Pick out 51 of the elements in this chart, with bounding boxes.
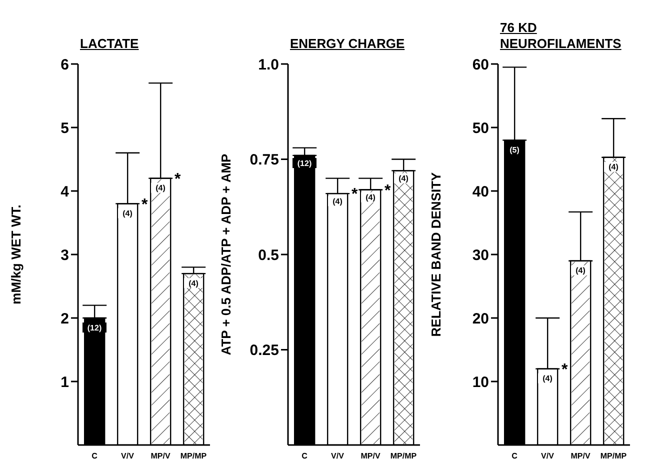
annotation: * bbox=[384, 182, 392, 200]
annotation: (4) bbox=[576, 266, 586, 276]
y-tick-label: 1.0 bbox=[258, 56, 279, 74]
y-tick-label: 0.25 bbox=[250, 342, 279, 360]
x-tick-label: C bbox=[512, 452, 518, 461]
annotation: * bbox=[142, 196, 148, 214]
x-tick-label: MP/V bbox=[570, 452, 591, 461]
annotation: (12) bbox=[87, 323, 102, 332]
y-tick-label: 0.75 bbox=[250, 152, 279, 169]
x-tick-label: C bbox=[302, 452, 308, 461]
x-tick-label: MP/MP bbox=[180, 452, 208, 461]
annotation: (5) bbox=[510, 146, 520, 155]
x-tick-label: MP/MP bbox=[390, 452, 418, 461]
y-axis-title: RELATIVE BAND DENSITY bbox=[428, 172, 444, 337]
y-axis-title: ATP + 0.5 ADP/ATP + ADP + AMP bbox=[218, 153, 234, 356]
x-tick-label: V/V bbox=[541, 452, 555, 461]
annotation: (4) bbox=[398, 174, 409, 184]
annotation: (4) bbox=[608, 162, 619, 172]
annotation: (4) bbox=[122, 209, 133, 218]
annotation: * bbox=[562, 361, 568, 378]
y-tick-label: 6 bbox=[60, 56, 69, 74]
annotation: (4) bbox=[332, 196, 343, 206]
y-tick-label: 0.5 bbox=[258, 246, 279, 264]
annotation: (4) bbox=[188, 278, 199, 288]
y-tick-label: 2 bbox=[60, 310, 69, 328]
y-tick-label: 50 bbox=[472, 120, 489, 137]
annotation: * bbox=[174, 170, 182, 188]
annotation: (12) bbox=[297, 158, 312, 168]
x-tick-label: C bbox=[92, 452, 98, 461]
y-tick-label: 1 bbox=[60, 374, 69, 391]
y-tick-label: 20 bbox=[472, 310, 489, 328]
chart-title: ENERGY CHARGE bbox=[290, 36, 406, 52]
y-tick-label: 30 bbox=[472, 246, 489, 264]
y-tick-label: 3 bbox=[60, 246, 69, 264]
x-tick-label: MP/MP bbox=[600, 452, 628, 461]
x-tick-label: MP/V bbox=[360, 452, 381, 461]
y-tick-label: 60 bbox=[472, 56, 489, 74]
chart-title: 76 KD NEUROFILAMENTS bbox=[500, 20, 622, 52]
y-tick-label: 10 bbox=[472, 374, 489, 391]
y-axis-title: mM/kg WET WT. bbox=[8, 204, 24, 304]
annotation: (4) bbox=[366, 193, 376, 202]
annotation: (4) bbox=[156, 184, 166, 193]
x-tick-label: MP/V bbox=[150, 452, 171, 461]
annotation: (4) bbox=[542, 374, 553, 384]
y-tick-label: 4 bbox=[60, 183, 70, 200]
x-tick-label: V/V bbox=[331, 452, 345, 461]
annotation: * bbox=[352, 186, 358, 204]
x-tick-label: V/V bbox=[121, 452, 135, 461]
chart-title: LACTATE bbox=[80, 36, 140, 52]
y-tick-label: 5 bbox=[60, 120, 69, 137]
y-tick-label: 40 bbox=[472, 183, 489, 200]
